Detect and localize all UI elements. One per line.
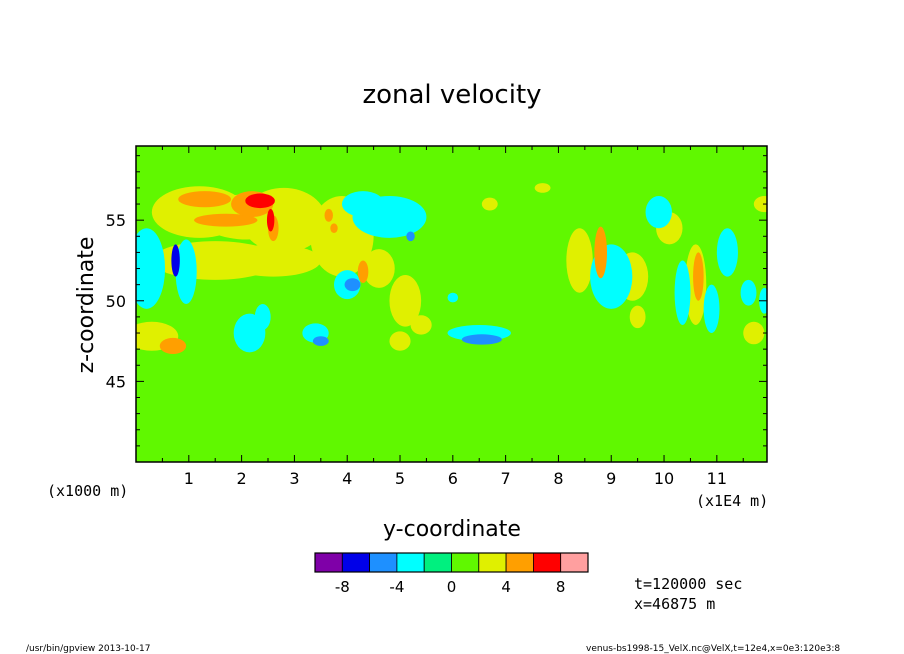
contour-region [740,279,757,306]
position-annotation: x=46875 m [634,595,715,613]
contour-region [178,191,232,208]
colorbar-label: 4 [501,578,511,596]
x-tick-label: 1 [184,469,194,488]
x-axis-label: y-coordinate [383,517,521,542]
contour-region [159,337,187,354]
contour-region [254,304,271,330]
contour-region [703,284,720,334]
contour-region [357,260,369,284]
x-axis-ticks: 1 2 3 4 5 6 7 8 9 10 11 [161,146,744,488]
plot-frame [135,145,768,463]
colorbar-swatch [423,552,452,573]
contour-region [716,228,738,277]
x-unit-label: (x1E4 m) [696,492,768,510]
colorbar-swatch [533,552,562,573]
contour-region [481,197,498,211]
contour-region [629,305,646,329]
x-tick-label: 10 [654,469,674,488]
contour-region [753,195,767,213]
colorbar-swatch [451,552,480,573]
colorbar-swatch [314,552,343,573]
contour-region [266,208,275,232]
x-tick-label: 8 [553,469,563,488]
chart-title: zonal velocity [362,80,541,110]
footer-left: /usr/bin/gpview 2013-10-17 [26,644,150,654]
contour-region [194,213,258,227]
x-tick-label: 5 [395,469,405,488]
contour-region [330,223,338,234]
colorbar-frame [314,552,589,573]
y-tick-label: 45 [106,372,126,391]
y-tick-label: 50 [106,292,126,311]
colorbar-label: -4 [389,578,404,596]
y-axis-ticks: 45 50 55 [106,155,767,447]
contour-region [674,260,691,325]
contour-region [594,226,608,279]
contour-region [693,252,704,301]
contour-region [171,244,180,277]
colorbar-swatch [396,552,425,573]
y-tick-label: 55 [106,211,126,230]
y-axis-label: z-coordinate [74,237,99,374]
x-tick-label: 3 [289,469,299,488]
contour-region [324,208,333,222]
contour-region [341,191,385,217]
contour-region [136,228,166,309]
contour-region [312,336,329,346]
y-unit-label: (x1000 m) [47,482,128,500]
colorbar-swatch [341,552,370,573]
contour-region [225,244,321,277]
colorbar-label: 0 [447,578,457,596]
contour-region [389,274,422,327]
contour-region [447,292,459,303]
contour-region [344,278,361,292]
contour-region [389,331,411,351]
x-tick-label: 2 [237,469,247,488]
footer-right: venus-bs1998-15_VelX.nc@VelX,t=12e4,x=0e… [586,644,840,654]
colorbar-swatch [505,552,534,573]
colorbar-label: -8 [335,578,350,596]
contour-region [363,249,395,288]
contour-region [406,231,415,242]
colorbar-swatch [478,552,507,573]
x-tick-label: 6 [448,469,458,488]
contour-region [175,239,197,304]
contour-region [743,321,765,345]
x-tick-label: 7 [501,469,511,488]
contour-region [645,195,672,229]
x-tick-label: 11 [707,469,727,488]
x-tick-label: 9 [606,469,616,488]
time-annotation: t=120000 sec [634,575,742,593]
contour-region [534,183,551,193]
contour-region [245,193,275,209]
contour-region [410,315,432,335]
contour-fill [136,146,767,462]
contour-region [566,228,593,293]
colorbar-label: 8 [556,578,566,596]
colorbar-swatch [560,552,589,573]
x-tick-label: 4 [342,469,352,488]
contour-region [461,334,502,345]
colorbar: -8 -4 0 4 8 [314,552,589,596]
colorbar-swatch [369,552,398,573]
